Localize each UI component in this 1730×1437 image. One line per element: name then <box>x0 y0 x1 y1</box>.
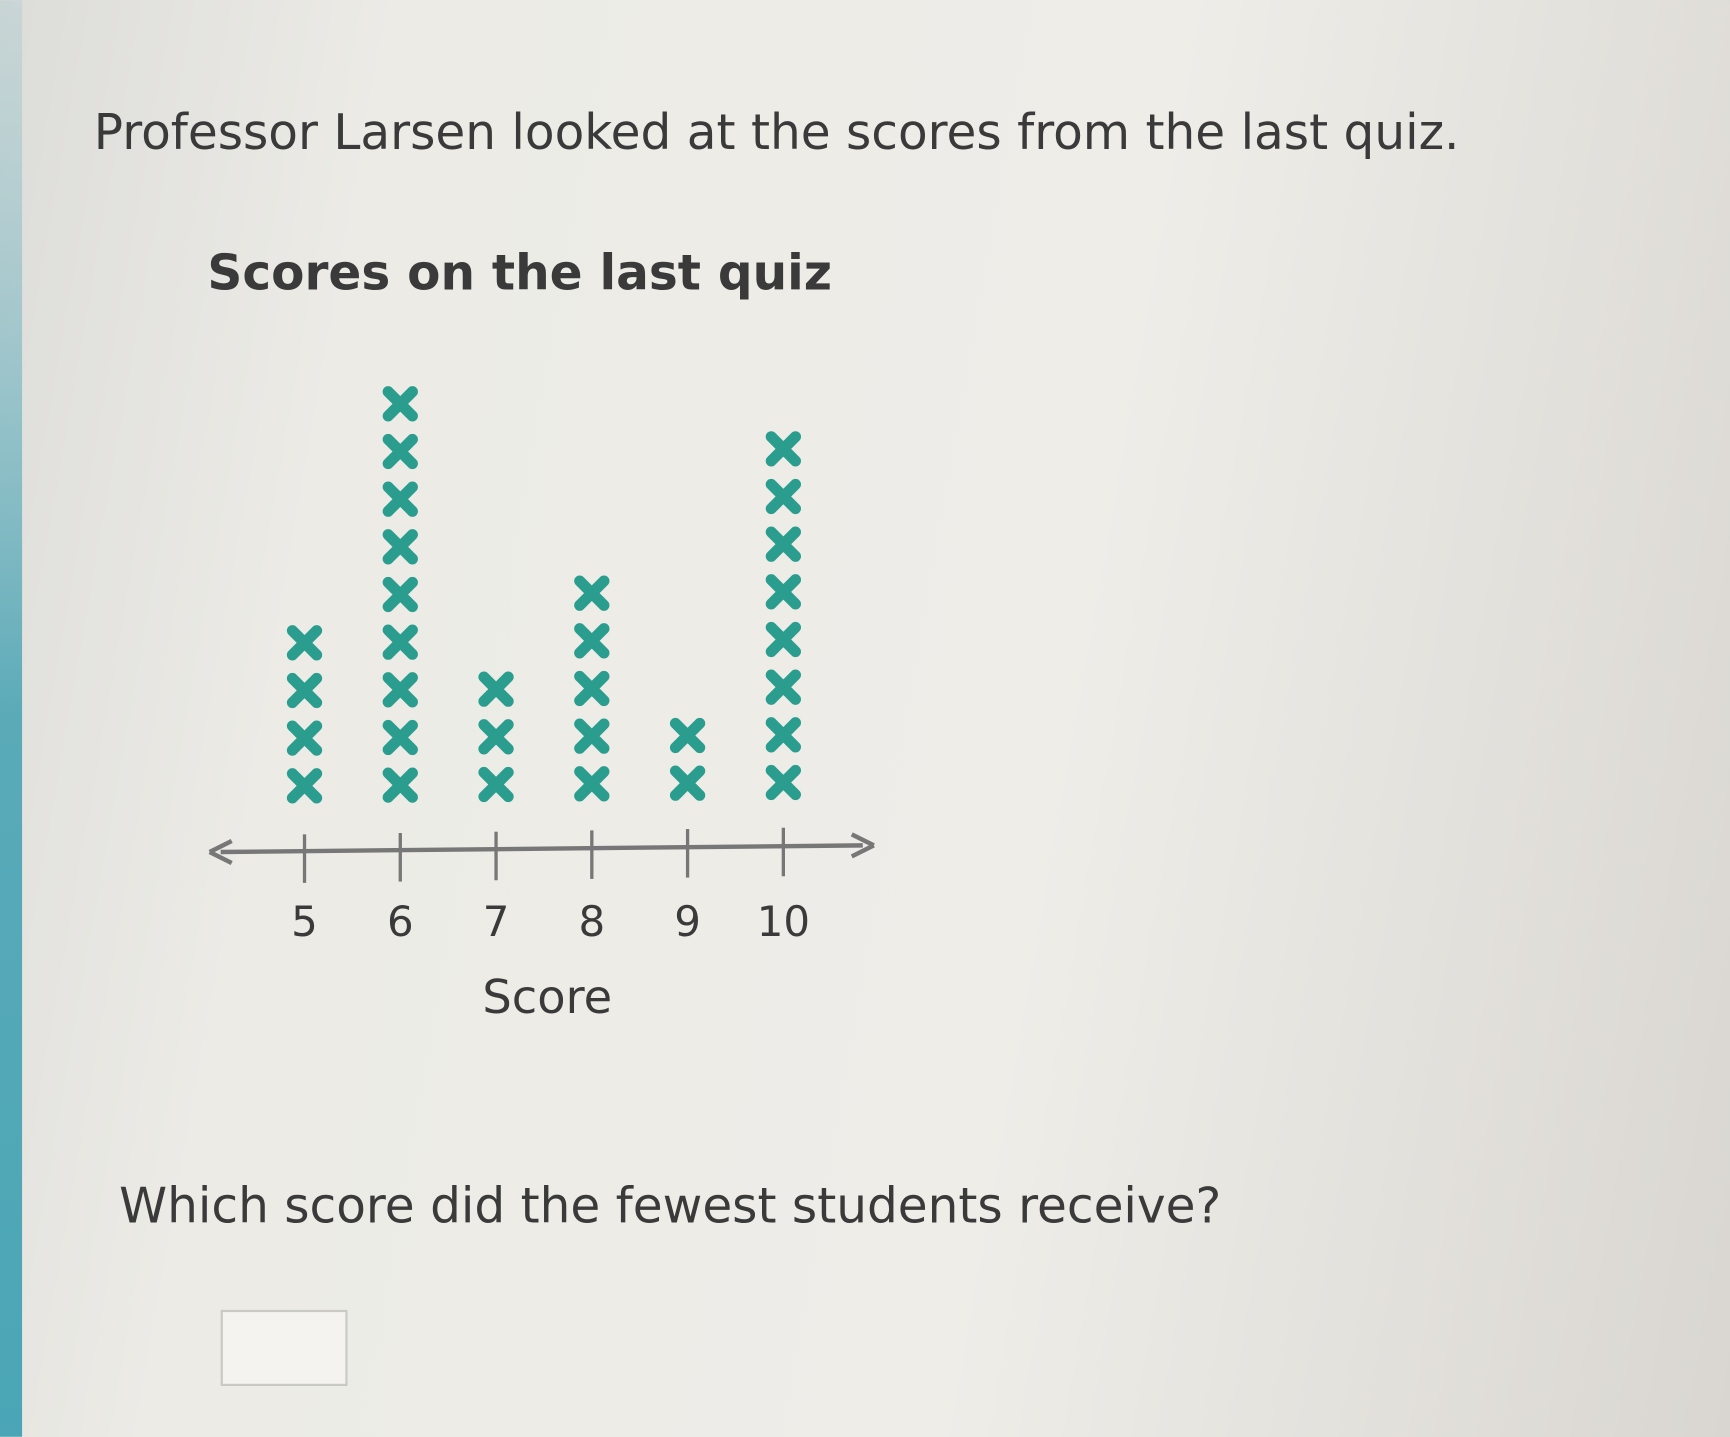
x-mark <box>286 672 323 709</box>
chart-title: Scores on the last quiz <box>207 245 832 301</box>
x-mark <box>765 669 802 705</box>
x-mark <box>382 767 418 803</box>
x-mark <box>382 576 418 613</box>
x-mark <box>765 621 802 658</box>
tick-label: 10 <box>757 897 810 946</box>
x-mark <box>765 478 802 515</box>
tick-label: 8 <box>578 897 605 946</box>
question-text: Which score did the fewest students rece… <box>119 1179 1221 1235</box>
x-mark <box>286 625 323 661</box>
answer-input[interactable] <box>220 1309 348 1387</box>
x-mark <box>574 718 610 754</box>
x-mark <box>382 386 418 422</box>
dot-plot: 5 6 7 8 9 10 <box>208 386 875 946</box>
x-mark <box>765 717 802 753</box>
x-mark <box>669 765 706 801</box>
x-mark <box>765 431 802 467</box>
x-axis-label: Score <box>482 970 612 1024</box>
number-line <box>220 843 863 855</box>
x-mark <box>382 624 418 660</box>
x-mark <box>478 719 514 755</box>
x-mark <box>765 764 802 801</box>
x-mark <box>478 766 514 803</box>
x-mark <box>765 574 802 610</box>
x-mark <box>765 526 802 562</box>
x-mark <box>478 671 514 707</box>
left-arrow-icon <box>208 838 233 866</box>
x-mark <box>669 717 706 754</box>
x-mark <box>574 575 610 611</box>
x-mark <box>574 623 610 659</box>
tick-label: 5 <box>291 897 318 946</box>
tick-label: 7 <box>483 897 510 946</box>
x-mark <box>382 481 418 517</box>
x-mark <box>382 672 418 708</box>
x-mark <box>286 720 323 756</box>
x-mark <box>382 529 418 565</box>
tick-label: 9 <box>674 897 701 946</box>
intro-text: Professor Larsen looked at the scores fr… <box>94 105 1460 161</box>
left-accent-strip <box>0 0 23 1437</box>
tick-label: 6 <box>387 897 414 946</box>
right-arrow-icon <box>850 832 875 859</box>
x-mark <box>382 719 418 756</box>
x-mark <box>574 670 610 707</box>
x-mark <box>286 768 323 804</box>
x-mark <box>382 433 418 470</box>
x-mark <box>574 766 610 802</box>
